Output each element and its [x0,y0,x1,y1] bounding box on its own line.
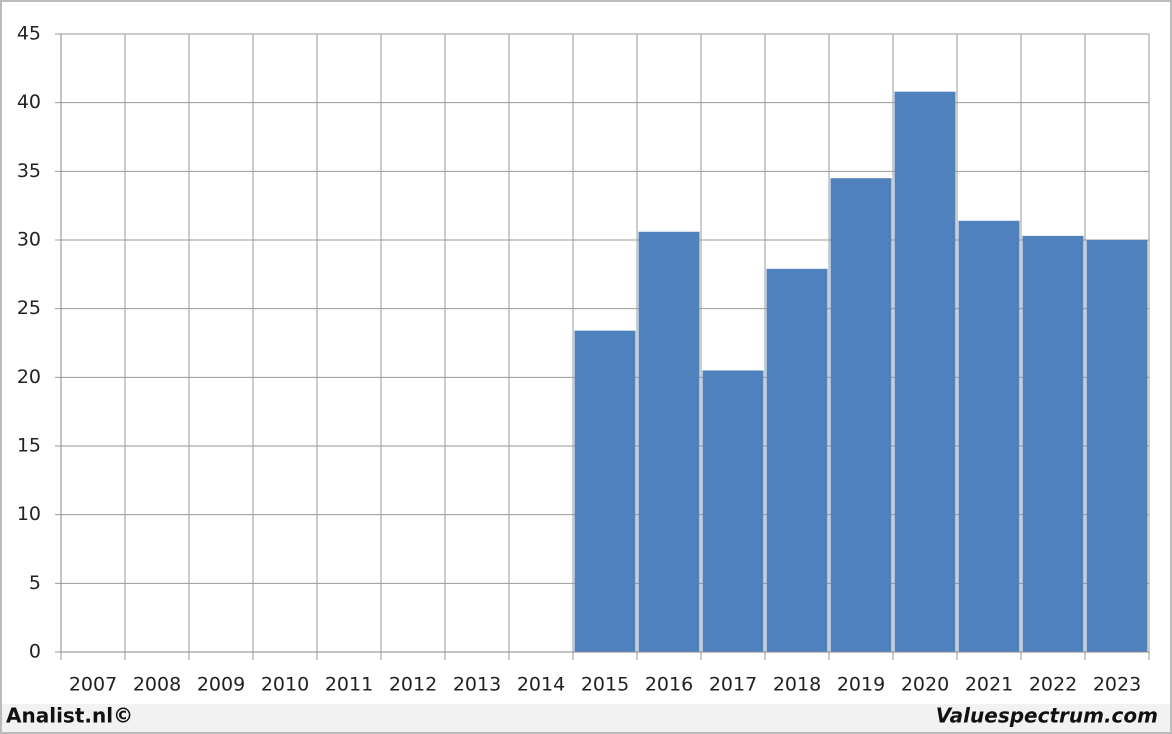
x-tick-label: 2012 [389,674,437,696]
y-tick-label: 10 [17,503,41,525]
x-tick-label: 2008 [133,674,181,696]
x-tick-label: 2011 [325,674,373,696]
x-tick-label: 2014 [517,674,565,696]
x-tick-label: 2017 [709,674,757,696]
x-tick-label: 2018 [773,674,821,696]
bar [1022,235,1084,652]
x-tick-label: 2015 [581,674,629,696]
bar [766,268,828,652]
bar [830,178,892,652]
footer-right: Valuespectrum.com [936,704,1158,728]
x-tick-label: 2007 [69,674,117,696]
y-tick-label: 20 [17,366,41,388]
y-tick-label: 30 [17,229,41,251]
x-tick-label: 2013 [453,674,501,696]
x-tick-label: 2019 [837,674,885,696]
y-tick-label: 40 [17,91,41,113]
bar [1086,240,1148,652]
x-tick-label: 2021 [965,674,1013,696]
y-tick-label: 0 [29,641,41,663]
y-tick-label: 5 [29,572,41,594]
bar [638,231,700,652]
footer-left: Analist.nl© [6,704,133,728]
x-tick-label: 2010 [261,674,309,696]
footer-bar [2,704,1170,732]
bar [574,330,636,652]
x-tick-label: 2016 [645,674,693,696]
y-tick-label: 25 [17,297,41,319]
x-tick-label: 2009 [197,674,245,696]
x-tick-label: 2022 [1029,674,1077,696]
x-tick-label: 2023 [1093,674,1141,696]
y-tick-label: 35 [17,160,41,182]
bar [894,91,956,653]
x-tick-label: 2020 [901,674,949,696]
bar [702,370,764,652]
y-tick-label: 15 [17,435,41,457]
y-tick-label: 45 [17,23,41,45]
bar [958,220,1020,653]
